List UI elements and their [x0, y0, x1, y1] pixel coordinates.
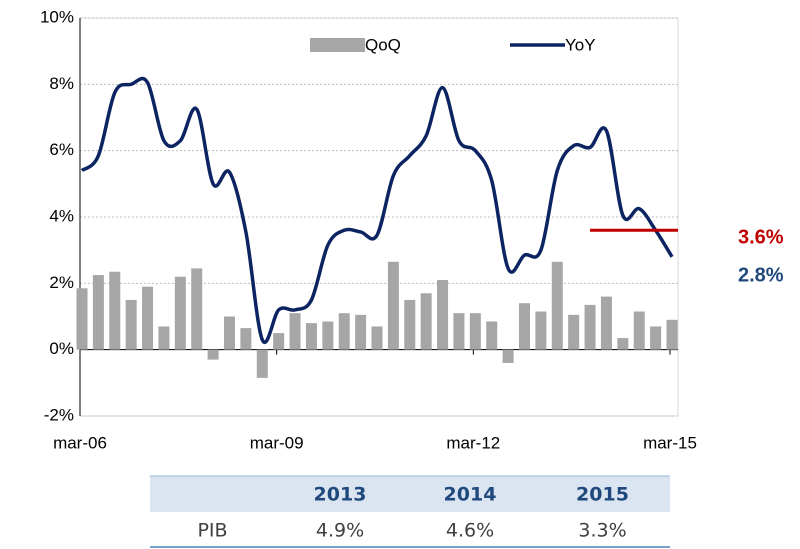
y-tick-label: 2%	[49, 273, 74, 292]
table-cell: PIB	[197, 520, 227, 542]
bar	[535, 311, 547, 350]
bar	[453, 313, 465, 350]
table-cell: 4.9%	[316, 520, 364, 542]
bar	[240, 328, 252, 350]
legend-swatch	[310, 38, 365, 52]
y-tick-label: 4%	[49, 206, 74, 225]
bar	[519, 303, 530, 350]
x-tick-label: mar-12	[446, 433, 500, 452]
bar	[600, 296, 612, 350]
bar	[256, 349, 268, 378]
bar	[125, 299, 137, 350]
bar	[502, 349, 514, 363]
bar	[273, 333, 285, 350]
bar	[224, 316, 235, 350]
bar	[486, 321, 498, 350]
y-tick-label: 0%	[49, 339, 74, 358]
bar	[174, 276, 186, 350]
x-tick-label: mar-09	[250, 433, 304, 452]
bar	[158, 326, 170, 350]
bar	[551, 261, 563, 350]
bar	[92, 275, 104, 350]
table-header-bg	[150, 476, 670, 512]
x-tick-label: mar-06	[53, 433, 107, 452]
bar	[109, 271, 121, 350]
bar	[617, 338, 629, 350]
table-cell: 4.6%	[446, 520, 494, 542]
bar	[633, 311, 645, 350]
legend-label: QoQ	[365, 35, 401, 54]
x-tick-label: mar-15	[643, 433, 697, 452]
legend-label: YoY	[565, 35, 596, 54]
bar	[355, 314, 367, 350]
table-header: 2013	[314, 484, 367, 506]
bar	[584, 304, 596, 350]
bar	[387, 261, 399, 350]
table-header: 2014	[444, 484, 497, 506]
line	[80, 76, 674, 345]
bar	[289, 313, 301, 350]
y-tick-label: 8%	[49, 74, 74, 93]
reference-label: 3.6%	[738, 226, 784, 248]
bar	[305, 323, 317, 350]
value-label: 2.8%	[738, 264, 784, 286]
y-tick-label: -2%	[44, 405, 74, 424]
bar	[666, 319, 678, 350]
table-cell: 3.3%	[578, 520, 626, 542]
bar	[338, 313, 350, 350]
bar	[469, 313, 481, 350]
bar	[142, 286, 154, 350]
bar	[568, 314, 580, 350]
bar	[191, 268, 203, 350]
y-tick-label: 6%	[49, 140, 74, 159]
bar	[322, 321, 334, 350]
bar	[437, 280, 449, 350]
bar	[420, 293, 432, 350]
y-tick-label: 10%	[40, 7, 74, 26]
bar	[404, 299, 416, 350]
bar	[207, 349, 219, 360]
bar	[371, 326, 383, 350]
bar	[76, 288, 88, 350]
table-header: 2015	[576, 484, 629, 506]
bar	[650, 326, 662, 350]
